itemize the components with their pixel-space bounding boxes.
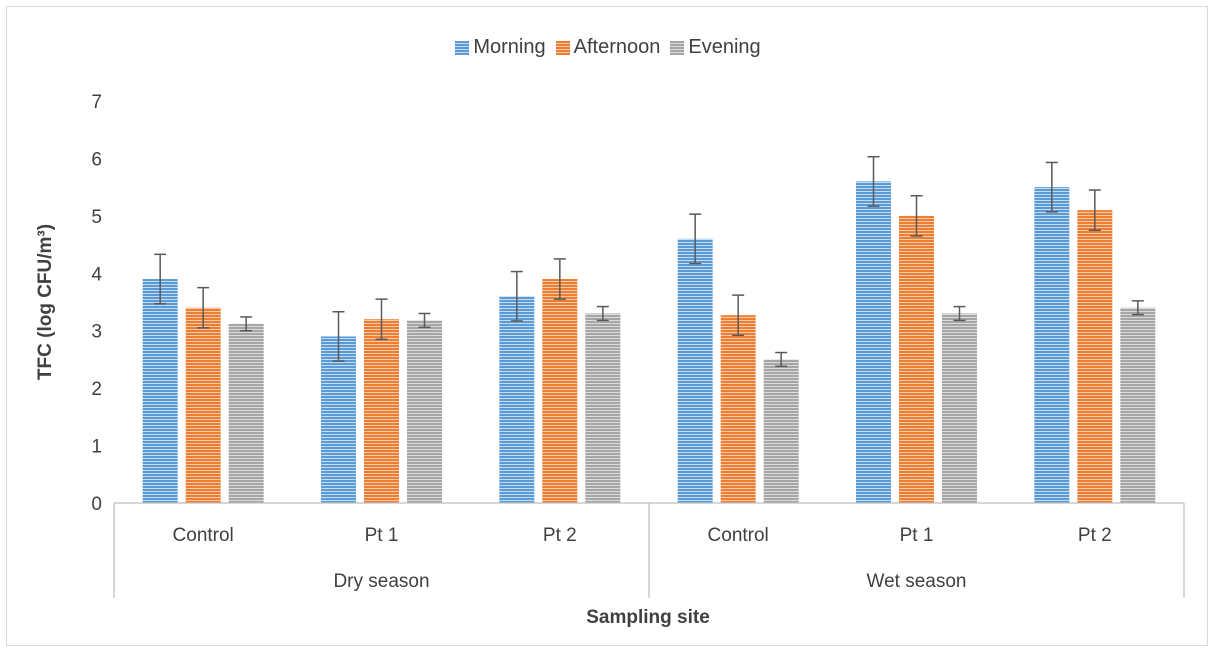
- bar-afternoon-4: [899, 215, 934, 503]
- y-tick-label: 2: [91, 379, 102, 400]
- legend-label-morning: Morning: [473, 36, 546, 58]
- legend-label-afternoon: Afternoon: [573, 36, 661, 58]
- bar-afternoon-0: [185, 307, 221, 503]
- bar-afternoon-5: [1077, 210, 1113, 503]
- y-tick-label: 7: [91, 92, 102, 113]
- bar-morning-2: [499, 296, 535, 503]
- bar-morning-3: [677, 238, 713, 504]
- x-axis-label: Sampling site: [586, 607, 710, 628]
- x-tick-label: Control: [708, 525, 769, 546]
- legend-label-evening: Evening: [688, 36, 761, 58]
- x-tick-label: Pt 1: [365, 525, 399, 546]
- legend-swatch-evening: [670, 40, 685, 55]
- group-label: Wet season: [867, 571, 967, 592]
- y-tick-label: 0: [91, 494, 102, 515]
- bar-morning-4: [856, 181, 891, 503]
- bar-afternoon-2: [542, 279, 578, 503]
- y-tick-label: 4: [91, 264, 102, 285]
- legend-item-afternoon: Afternoon: [555, 36, 661, 59]
- bar-evening-0: [228, 323, 264, 503]
- y-tick-label: 6: [91, 149, 102, 170]
- x-tick-label: Pt 1: [900, 525, 934, 546]
- bar-morning-0: [142, 279, 178, 503]
- x-tick-label: Pt 2: [543, 525, 577, 546]
- y-tick-label: 3: [91, 322, 102, 343]
- bar-afternoon-1: [364, 319, 399, 503]
- group-label: Dry season: [333, 571, 429, 592]
- y-tick-label: 1: [91, 437, 102, 458]
- y-tick-label: 5: [91, 207, 102, 228]
- legend-item-morning: Morning: [455, 36, 546, 59]
- y-axis-label: TFC (log CFU/m³): [35, 224, 56, 380]
- bar-morning-5: [1034, 187, 1070, 503]
- bar-evening-5: [1120, 307, 1156, 503]
- chart-frame: [6, 6, 1208, 646]
- bar-evening-4: [942, 313, 977, 503]
- bar-morning-1: [321, 336, 356, 503]
- x-tick-label: Control: [173, 525, 234, 546]
- legend-item-evening: Evening: [670, 36, 761, 59]
- bar-evening-1: [407, 320, 442, 503]
- legend-swatch-afternoon: [555, 40, 570, 55]
- chart-legend: Morning Afternoon Evening: [0, 36, 1216, 59]
- bar-evening-3: [763, 359, 799, 503]
- x-tick-label: Pt 2: [1078, 525, 1112, 546]
- legend-swatch-morning: [455, 40, 470, 55]
- bar-evening-2: [585, 313, 621, 503]
- bar-afternoon-3: [720, 315, 756, 503]
